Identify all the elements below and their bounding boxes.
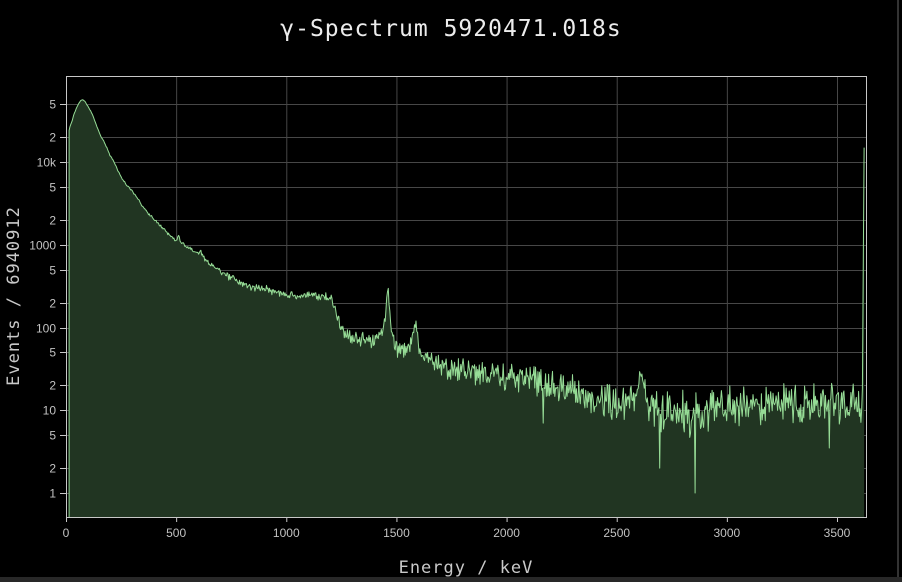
svg-text:5: 5 bbox=[49, 264, 56, 278]
window-bottom-edge bbox=[0, 577, 902, 582]
svg-text:1500: 1500 bbox=[383, 526, 410, 540]
svg-text:2: 2 bbox=[49, 379, 56, 393]
svg-text:3000: 3000 bbox=[714, 526, 741, 540]
axis-tick-marks bbox=[60, 104, 838, 522]
svg-text:2: 2 bbox=[49, 214, 56, 228]
y-tick-labels: 1 2 5 10 2 5 100 2 5 1000 2 5 10k 2 5 bbox=[29, 98, 57, 501]
chart-title: γ-Spectrum 5920471.018s bbox=[280, 16, 622, 42]
x-axis-label: Energy / keV bbox=[398, 558, 534, 578]
svg-text:3500: 3500 bbox=[824, 526, 851, 540]
svg-text:100: 100 bbox=[36, 322, 56, 336]
svg-text:5: 5 bbox=[49, 181, 56, 195]
svg-text:2: 2 bbox=[49, 462, 56, 476]
x-tick-labels: 0 500 1000 1500 2000 2500 3000 3500 bbox=[63, 526, 851, 540]
svg-text:5: 5 bbox=[49, 429, 56, 443]
y-axis-label: Events / 6940912 bbox=[4, 206, 24, 386]
svg-text:2500: 2500 bbox=[603, 526, 630, 540]
svg-text:2000: 2000 bbox=[493, 526, 520, 540]
svg-text:5: 5 bbox=[49, 98, 56, 112]
svg-text:1000: 1000 bbox=[273, 526, 300, 540]
svg-text:10: 10 bbox=[43, 404, 57, 418]
svg-text:2: 2 bbox=[49, 297, 56, 311]
svg-text:1: 1 bbox=[49, 487, 56, 501]
spectrum-area-fill bbox=[69, 99, 865, 518]
svg-text:0: 0 bbox=[63, 526, 70, 540]
svg-text:2: 2 bbox=[49, 131, 56, 145]
svg-text:500: 500 bbox=[166, 526, 186, 540]
svg-text:1000: 1000 bbox=[29, 239, 56, 253]
plot-frame bbox=[66, 76, 867, 518]
svg-text:5: 5 bbox=[49, 346, 56, 360]
spectrum-line bbox=[68, 99, 865, 517]
window-right-edge bbox=[897, 0, 899, 577]
svg-text:10k: 10k bbox=[37, 156, 57, 170]
